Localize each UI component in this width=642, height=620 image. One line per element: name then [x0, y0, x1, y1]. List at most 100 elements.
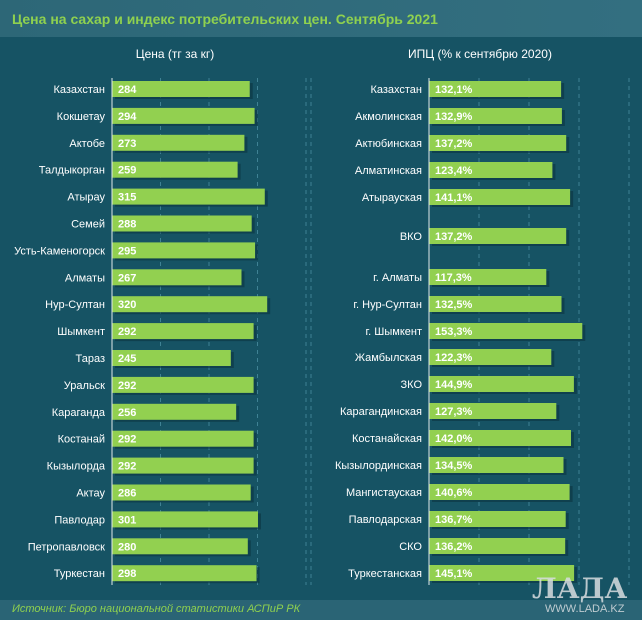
data-label: 301 — [118, 514, 136, 526]
category-label: Алматинская — [355, 165, 422, 177]
bar — [429, 511, 566, 527]
bar — [112, 565, 257, 582]
category-label: Усть-Каменогорск — [14, 245, 105, 257]
bar — [112, 376, 254, 393]
bar — [429, 457, 564, 473]
category-label: Казахстан — [370, 84, 422, 96]
category-label: Алматы — [65, 272, 105, 284]
category-label: Караганда — [52, 407, 106, 419]
chart-title: Цена на сахар и индекс потребительских ц… — [12, 11, 438, 27]
category-label: Тараз — [76, 353, 106, 365]
bar — [112, 269, 242, 286]
bar — [112, 296, 268, 313]
category-label: Павлодарская — [349, 514, 422, 526]
data-label: 280 — [118, 541, 136, 553]
bar — [429, 376, 574, 392]
panel-title: ИПЦ (% к сентябрю 2020) — [408, 47, 552, 61]
bar — [112, 188, 265, 205]
data-label: 267 — [118, 272, 136, 284]
data-label: 294 — [118, 111, 137, 123]
bar — [112, 81, 250, 97]
watermark-url: WWW.LADA.KZ — [545, 603, 625, 615]
data-label: 145,1% — [435, 568, 473, 580]
data-label: 122,3% — [435, 352, 473, 364]
category-label: Актау — [76, 488, 105, 500]
category-label: Карагандинская — [340, 406, 422, 418]
bar — [429, 323, 583, 339]
bar — [429, 189, 571, 205]
data-label: 136,7% — [435, 514, 473, 526]
data-label: 315 — [118, 192, 136, 204]
category-label: Жамбылская — [355, 352, 422, 364]
bar — [429, 269, 547, 285]
data-label: 134,5% — [435, 460, 473, 472]
bar — [429, 108, 562, 124]
data-label: 273 — [118, 138, 136, 150]
category-label: Уральск — [64, 380, 105, 392]
bar — [112, 403, 237, 420]
category-label: Актюбинская — [355, 138, 422, 150]
category-label: Семей — [71, 219, 105, 231]
category-label: Кызылорда — [47, 461, 106, 473]
category-label: Кокшетау — [57, 111, 106, 123]
category-label: Туркестан — [54, 568, 105, 580]
data-label: 284 — [118, 84, 137, 96]
category-label: Атырауская — [362, 192, 422, 204]
bar — [429, 538, 566, 554]
category-label: г. Алматы — [373, 272, 422, 284]
data-label: 142,0% — [435, 433, 473, 445]
bar — [112, 215, 252, 232]
bar — [429, 81, 562, 97]
bar — [429, 162, 553, 178]
category-label: Шымкент — [57, 326, 105, 338]
data-label: 132,5% — [435, 299, 473, 311]
header-band — [0, 0, 642, 37]
category-label: Акмолинская — [355, 111, 422, 123]
category-label: Актобе — [69, 138, 105, 150]
data-label: 245 — [118, 353, 136, 365]
category-label: Павлодар — [54, 514, 105, 526]
bar — [429, 228, 567, 244]
data-label: 292 — [118, 380, 136, 392]
data-label: 132,1% — [435, 84, 473, 96]
data-label: 320 — [118, 299, 136, 311]
bar — [429, 296, 562, 312]
bar — [429, 430, 571, 446]
category-label: ЗКО — [401, 379, 423, 391]
data-label: 153,3% — [435, 326, 473, 338]
watermark-logo: ЛАДА — [532, 572, 628, 605]
data-label: 298 — [118, 568, 136, 580]
category-label: Костанай — [58, 434, 105, 446]
data-label: 144,9% — [435, 379, 473, 391]
bar — [112, 107, 255, 124]
category-label: Талдыкорган — [39, 165, 105, 177]
category-label: Туркестанская — [348, 568, 422, 580]
data-label: 123,4% — [435, 165, 473, 177]
data-label: 137,2% — [435, 231, 473, 243]
category-label: Петропавловск — [28, 541, 105, 553]
data-label: 292 — [118, 326, 136, 338]
data-label: 137,2% — [435, 138, 473, 150]
category-label: г. Нур-Султан — [353, 299, 422, 311]
data-label: 132,9% — [435, 111, 473, 123]
source-note: Источник: Бюро национальной статистики А… — [12, 603, 301, 615]
bar — [112, 323, 254, 340]
bar — [112, 484, 251, 501]
bar — [429, 565, 575, 581]
panel-title: Цена (тг за кг) — [136, 47, 215, 61]
category-label: СКО — [399, 541, 422, 553]
category-label: Костанайская — [352, 433, 422, 445]
data-label: 259 — [118, 165, 136, 177]
category-label: Атырау — [67, 192, 105, 204]
category-label: г. Шымкент — [366, 326, 423, 338]
bar — [112, 430, 254, 447]
data-label: 292 — [118, 461, 136, 473]
category-label: ВКО — [400, 231, 423, 243]
bar — [112, 511, 258, 528]
category-label: Нур-Султан — [45, 299, 105, 311]
bar — [112, 161, 238, 178]
bar — [429, 349, 552, 365]
category-label: Кызылординская — [335, 460, 422, 472]
data-label: 140,6% — [435, 487, 473, 499]
